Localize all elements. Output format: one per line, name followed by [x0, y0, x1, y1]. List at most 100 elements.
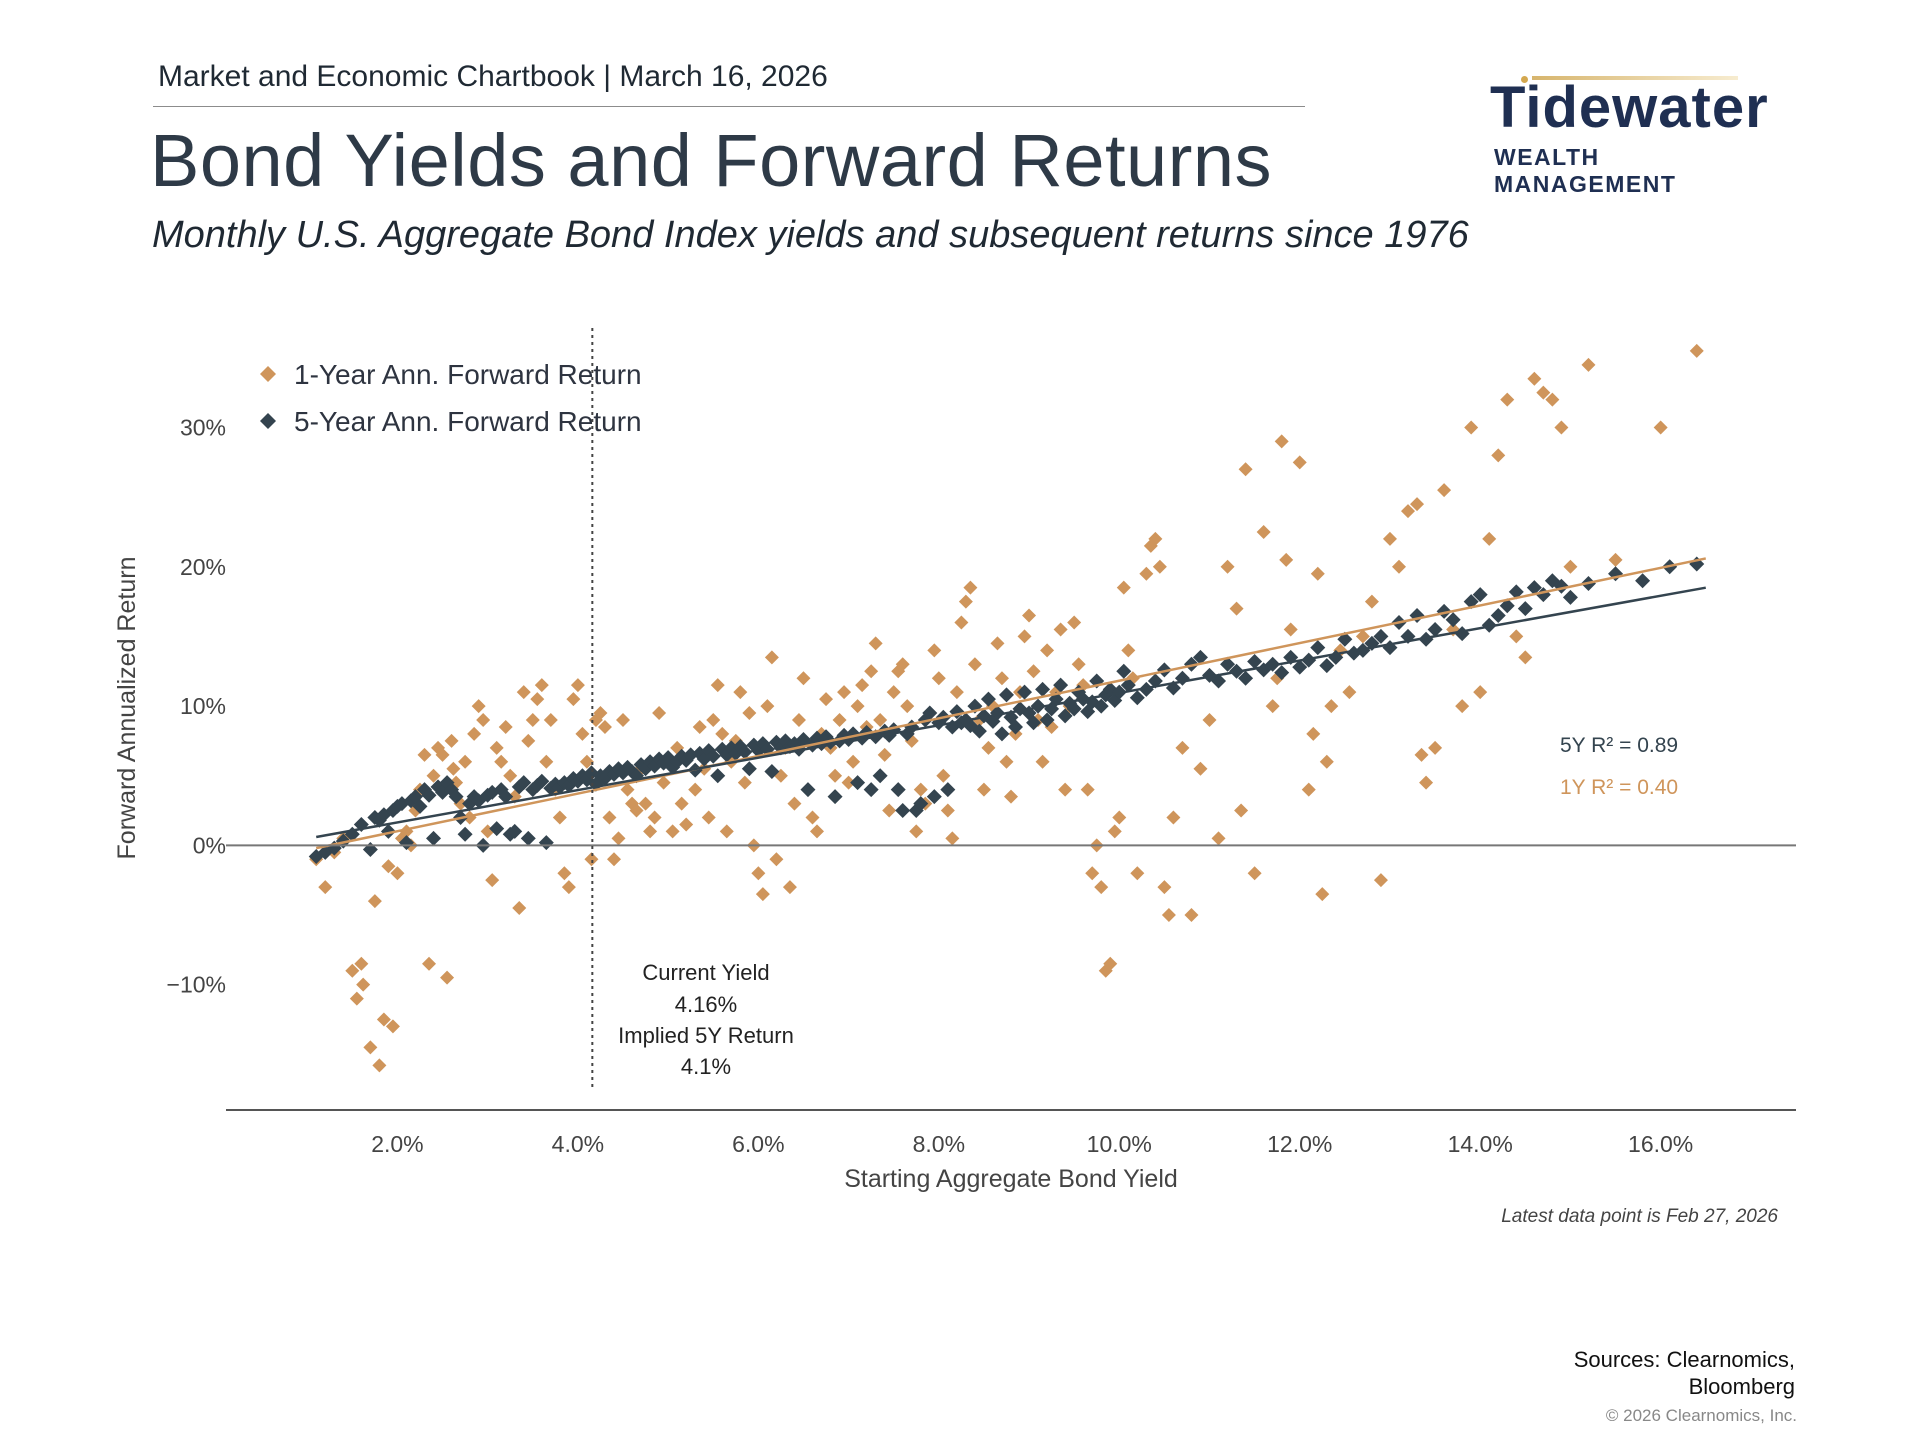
point-1y: [390, 866, 405, 881]
point-1y: [1391, 559, 1406, 574]
point-5y: [1026, 715, 1042, 731]
point-1y: [931, 671, 946, 686]
sources-line-1: Sources: Clearnomics,: [1573, 1347, 1795, 1372]
chart-overlay: 1-Year Ann. Forward Return 5-Year Ann. Fo…: [260, 359, 1778, 1227]
point-1y: [1563, 559, 1578, 574]
point-5y: [1053, 677, 1069, 693]
point-1y: [782, 880, 797, 895]
point-5y: [1427, 621, 1443, 637]
point-1y: [417, 747, 432, 762]
point-1y: [1238, 462, 1253, 477]
point-1y: [643, 824, 658, 839]
point-5y: [1373, 628, 1389, 644]
series-1y-points: [309, 343, 1704, 1073]
trend-line-1y: [315, 557, 1707, 850]
y-tick-label: 10%: [180, 693, 226, 719]
point-1y: [525, 713, 540, 727]
point-5y: [1093, 698, 1109, 714]
point-1y: [1301, 782, 1316, 797]
point-1y: [471, 699, 486, 714]
point-1y: [1419, 775, 1434, 790]
point-1y: [539, 754, 554, 769]
point-5y: [800, 782, 816, 798]
point-1y: [647, 810, 662, 825]
point-1y: [877, 747, 892, 762]
point-1y: [1256, 524, 1271, 539]
point-1y: [1234, 803, 1249, 818]
point-5y: [1526, 580, 1542, 596]
point-1y: [1319, 754, 1334, 769]
point-5y: [520, 830, 536, 846]
point-5y: [705, 748, 721, 764]
point-1y: [1292, 455, 1307, 470]
point-5y: [426, 830, 442, 846]
point-1y: [367, 894, 382, 909]
point-1y: [994, 671, 1009, 686]
point-5y: [1319, 658, 1335, 674]
point-1y: [1401, 504, 1416, 519]
point-5y: [872, 768, 888, 784]
point-1y: [1022, 608, 1037, 623]
point-5y: [1247, 654, 1263, 669]
point-1y: [1364, 594, 1379, 609]
point-1y: [656, 775, 671, 790]
point-1y: [1130, 866, 1145, 881]
point-1y: [1355, 629, 1370, 644]
x-axis-title: Starting Aggregate Bond Yield: [844, 1165, 1178, 1193]
point-5y: [448, 789, 464, 805]
point-5y: [1211, 673, 1227, 689]
point-5y: [421, 787, 437, 803]
point-5y: [516, 775, 532, 791]
point-1y: [710, 678, 725, 693]
point-1y: [1265, 699, 1280, 714]
y-tick-label: −10%: [167, 972, 226, 998]
point-1y: [886, 685, 901, 700]
point-1y: [665, 824, 680, 839]
point-1y: [1437, 483, 1452, 498]
point-1y: [1067, 615, 1082, 630]
point-1y: [805, 810, 820, 825]
point-1y: [909, 824, 924, 839]
current-yield-label: Current Yield: [642, 960, 769, 985]
point-1y: [345, 963, 360, 978]
point-1y: [1026, 664, 1041, 679]
point-5y: [1517, 601, 1533, 617]
point-1y: [1175, 740, 1190, 755]
point-1y: [1274, 434, 1289, 449]
logo-tagline: WEALTH MANAGEMENT: [1494, 144, 1677, 197]
point-1y: [832, 713, 847, 727]
point-1y: [1202, 713, 1217, 727]
point-1y: [1107, 824, 1122, 839]
point-1y: [796, 671, 811, 686]
point-1y: [467, 726, 482, 741]
point-5y: [863, 782, 879, 798]
point-1y: [597, 719, 612, 734]
point-1y: [1279, 552, 1294, 567]
current-yield-label: 4.16%: [675, 992, 737, 1017]
point-1y: [737, 775, 752, 790]
point-1y: [1112, 810, 1127, 825]
point-1y: [706, 713, 721, 727]
point-1y: [363, 1040, 378, 1055]
point-5y: [498, 789, 514, 805]
point-1y: [652, 706, 667, 721]
point-1y: [1373, 873, 1388, 888]
point-1y: [895, 657, 910, 672]
legend-label-1y: 1-Year Ann. Forward Return: [294, 359, 642, 390]
point-1y: [715, 726, 730, 741]
point-1y: [1315, 887, 1330, 902]
point-1y: [376, 1012, 391, 1027]
point-5y: [380, 823, 396, 839]
point-1y: [828, 768, 843, 783]
point-1y: [1491, 448, 1506, 463]
legend-marker-1y: [260, 366, 276, 382]
point-5y: [890, 782, 906, 798]
point-1y: [1509, 629, 1524, 644]
point-1y: [1211, 831, 1226, 846]
point-1y: [940, 803, 955, 818]
point-1y: [1500, 392, 1515, 407]
point-5y: [362, 842, 378, 858]
point-1y: [981, 740, 996, 755]
point-5y: [1508, 584, 1524, 600]
